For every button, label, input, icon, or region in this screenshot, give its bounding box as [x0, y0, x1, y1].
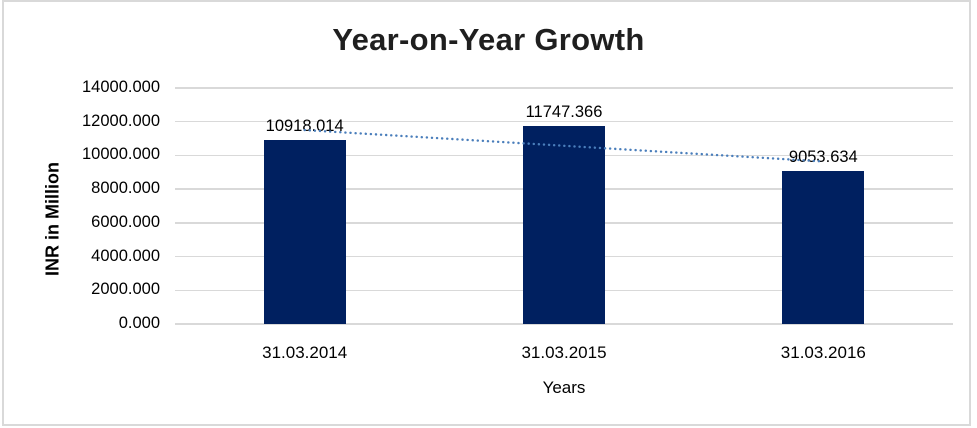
y-tick-label: 4000.000 — [91, 246, 160, 265]
bar-31.03.2014 — [263, 139, 346, 324]
chart-title: Year-on-Year Growth — [332, 22, 645, 57]
y-tick-label: 0.000 — [118, 314, 160, 332]
gridline — [175, 120, 953, 123]
y-tick-label: 14000.000 — [82, 78, 160, 96]
y-tick-label: 12000.000 — [82, 111, 160, 130]
x-category-label: 31.03.2014 — [262, 343, 348, 362]
x-category-label: 31.03.2015 — [521, 343, 607, 362]
y-tick-label: 8000.000 — [91, 179, 160, 198]
data-label: 9053.634 — [788, 148, 858, 167]
bar-series: 10918.014 11747.366 9053.634 — [175, 88, 953, 324]
trendline — [303, 128, 825, 163]
data-label: 10918.014 — [265, 116, 344, 135]
y-tick-label: 6000.000 — [91, 212, 160, 231]
y-tick-label: 2000.000 — [91, 280, 160, 299]
data-label: 11747.366 — [525, 102, 603, 121]
y-tick-label: 10000.000 — [82, 145, 160, 164]
bar-31.03.2015 — [523, 125, 605, 324]
plot-area: 10918.014 11747.366 9053.634 — [175, 87, 953, 325]
gridline — [175, 323, 953, 325]
x-category-label: 31.03.2016 — [780, 343, 866, 362]
gridline — [175, 87, 953, 89]
x-axis-title: Years — [542, 378, 586, 397]
bar-31.03.2016 — [782, 171, 865, 324]
